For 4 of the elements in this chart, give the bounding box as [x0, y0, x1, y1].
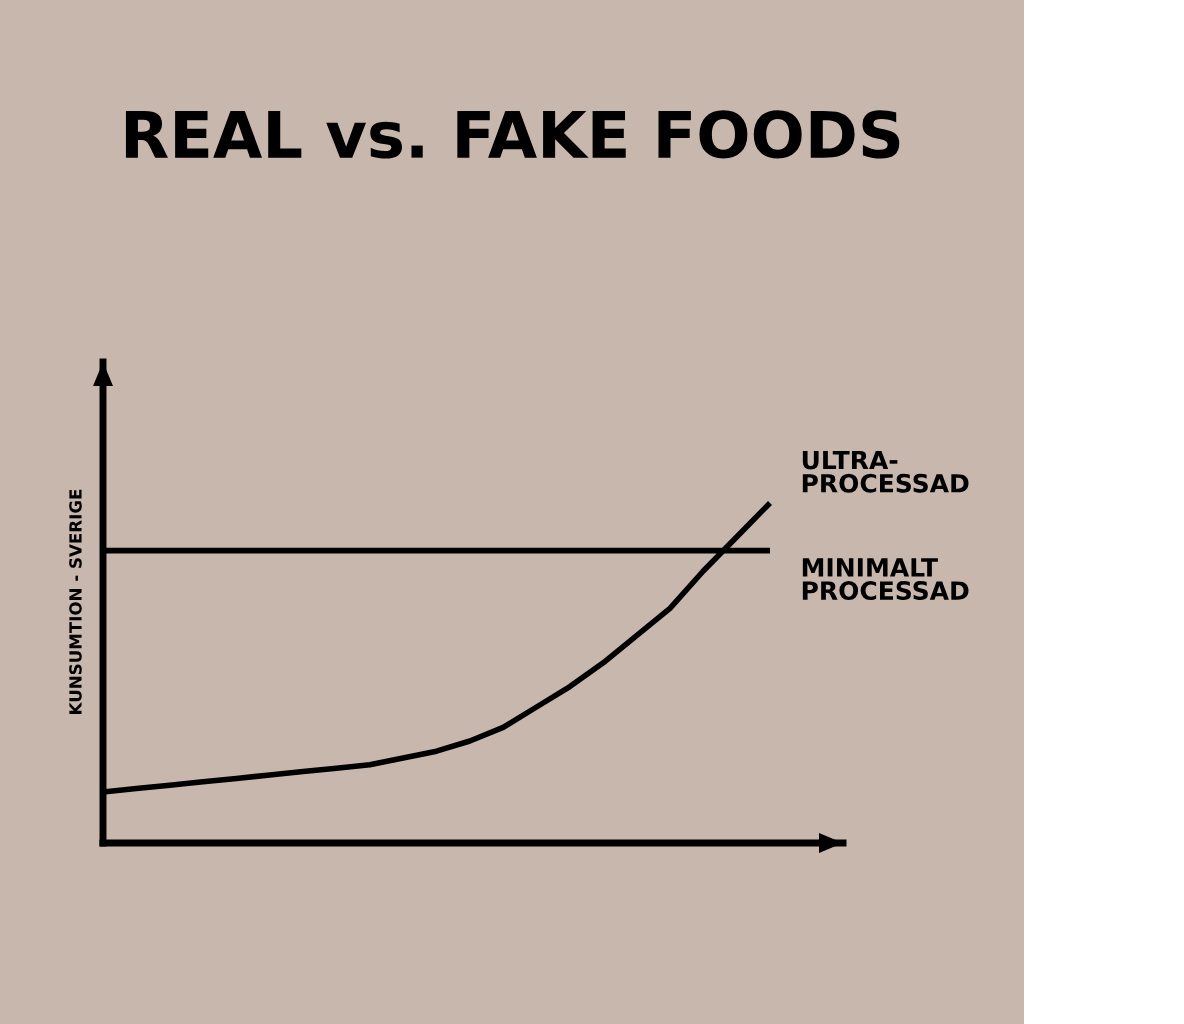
chart-title: REAL vs. FAKE FOODS: [125, 110, 900, 159]
series-label: ULTRA- PROCESSAD: [802, 450, 969, 493]
series-label: MINIMALT PROCESSAD: [802, 558, 969, 601]
y-axis-title: KUNSUMTION - SVERIGE: [69, 489, 82, 714]
